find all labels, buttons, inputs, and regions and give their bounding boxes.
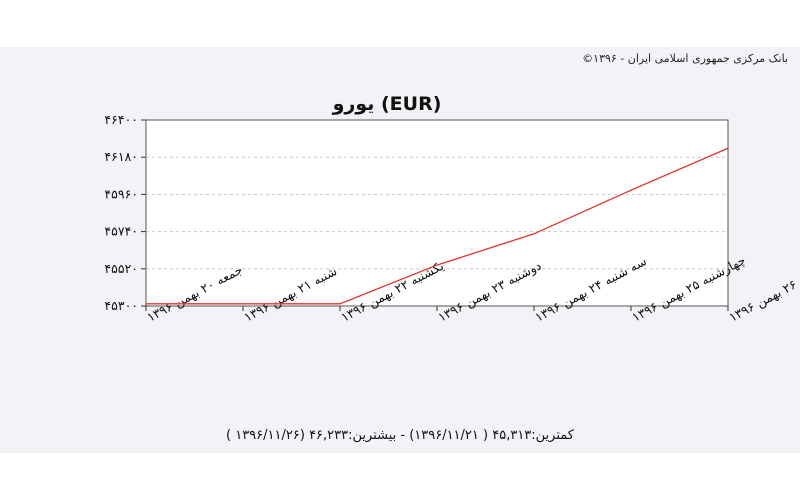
y-tick-label: ۴۵۹۶۰	[104, 186, 138, 201]
plot-area	[145, 119, 729, 307]
series-line	[146, 147, 729, 305]
y-tick-label: ۴۶۴۰۰	[104, 112, 138, 127]
copyright-text: بانک مرکزی جمهوری اسلامی ایران - ۱۳۹۶©	[582, 52, 788, 65]
chart-title: یورو (EUR)	[332, 93, 442, 115]
min-max-summary: کمترین:۴۵,۳۱۳ ( ۱۳۹۶/۱۱/۲۱) - بیشترین:۴۶…	[226, 428, 574, 443]
y-tick-label: ۴۵۳۰۰	[104, 298, 138, 313]
y-tick-label: ۴۵۷۴۰	[104, 224, 138, 239]
y-tick-label: ۴۶۱۸۰	[104, 149, 138, 164]
y-tick-label: ۴۵۵۲۰	[104, 261, 138, 276]
